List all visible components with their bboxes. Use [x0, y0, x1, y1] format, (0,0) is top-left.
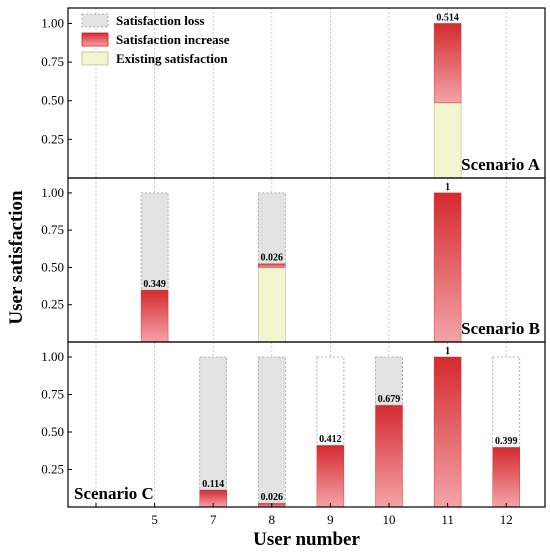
y-tick-label: 0.25 [41, 131, 64, 146]
bar-increase-user-5 [140, 289, 169, 343]
bar-loss-user-8 [257, 192, 286, 264]
x-tick-label: 12 [500, 512, 513, 527]
bar-loss-user-5 [140, 192, 169, 291]
panel-frame [67, 341, 546, 508]
scenario-label: Scenario B [461, 319, 540, 338]
data-label-user-9: 0.412 [319, 434, 342, 445]
labels: 0.514 Scenario A 0.349 0.026 1 Scenario B 0.11… [6, 12, 541, 550]
data-label-user-11: 1 [445, 182, 450, 193]
legend-label-increase: Satisfaction increase [116, 32, 230, 47]
data-label-user-11: 1 [445, 346, 450, 357]
data-label-user-11: 0.514 [436, 12, 459, 23]
y-tick-label: 0.75 [41, 54, 64, 69]
y-tick-label: 0.75 [41, 222, 64, 237]
legend-swatch-increase [81, 32, 109, 47]
y-tick-label: 0.50 [41, 424, 64, 439]
y-tick-label: 0.75 [41, 387, 64, 402]
x-tick-label: 5 [151, 512, 158, 527]
y-axis-title: User satisfaction [6, 190, 27, 325]
panel-frame [67, 177, 546, 343]
bars [140, 23, 521, 508]
bar-increase-user-8 [258, 263, 286, 268]
data-label-user-8: 0.026 [261, 253, 284, 264]
bar-increase-user-11 [433, 356, 462, 508]
bar-increase-user-11 [433, 23, 462, 104]
bar-increase-user-9 [316, 445, 345, 508]
bar-increase-user-11 [433, 192, 462, 343]
x-axis-title: User number [253, 529, 360, 550]
x-tick-label: 10 [383, 512, 396, 527]
data-label-user-12: 0.399 [495, 436, 518, 447]
y-tick-label: 1.00 [41, 185, 64, 200]
y-tick-label: 0.50 [41, 259, 64, 274]
bar-existing-user-11 [433, 102, 462, 179]
y-tick-label: 1.00 [41, 349, 64, 364]
data-label-user-10: 0.679 [378, 394, 401, 405]
y-tick-label: 1.00 [41, 15, 64, 30]
data-label-user-7: 0.114 [202, 479, 224, 490]
y-tick-label: 0.25 [41, 297, 64, 312]
legend-label-existing: Existing satisfaction [116, 51, 228, 66]
legend-swatch-existing [81, 51, 109, 66]
bar-loss-user-7 [199, 356, 228, 491]
x-tick-label: 8 [269, 512, 276, 527]
x-tick-label: 7 [210, 512, 217, 527]
bar-loss-user-8 [257, 356, 286, 504]
bar-loss-user-12 [492, 356, 521, 448]
bar-existing-user-8 [257, 267, 286, 343]
legend-label-loss: Satisfaction loss [116, 13, 204, 28]
y-tick-label: 0.50 [41, 93, 64, 108]
bar-increase-user-12 [492, 446, 520, 508]
x-tick-label: 11 [441, 512, 454, 527]
data-label-user-5: 0.349 [143, 279, 166, 290]
data-label-user-8: 0.026 [261, 492, 284, 503]
bar-increase-user-10 [375, 404, 403, 508]
bar-loss-user-9 [316, 356, 345, 446]
legend: Satisfaction loss Satisfaction increase Ex… [81, 13, 230, 66]
scenario-label: Scenario A [461, 155, 541, 174]
scenario-label: Scenario C [74, 484, 154, 503]
bar-loss-user-10 [375, 356, 403, 406]
y-tick-label: 0.25 [41, 462, 64, 477]
axes: 0.25 0.50 0.75 1.00 0.25 0.50 0.75 1.00 0.25 0.50… [41, 15, 513, 527]
panel-frames [67, 7, 546, 508]
legend-swatch-loss [81, 13, 109, 28]
x-tick-label: 9 [327, 512, 334, 527]
